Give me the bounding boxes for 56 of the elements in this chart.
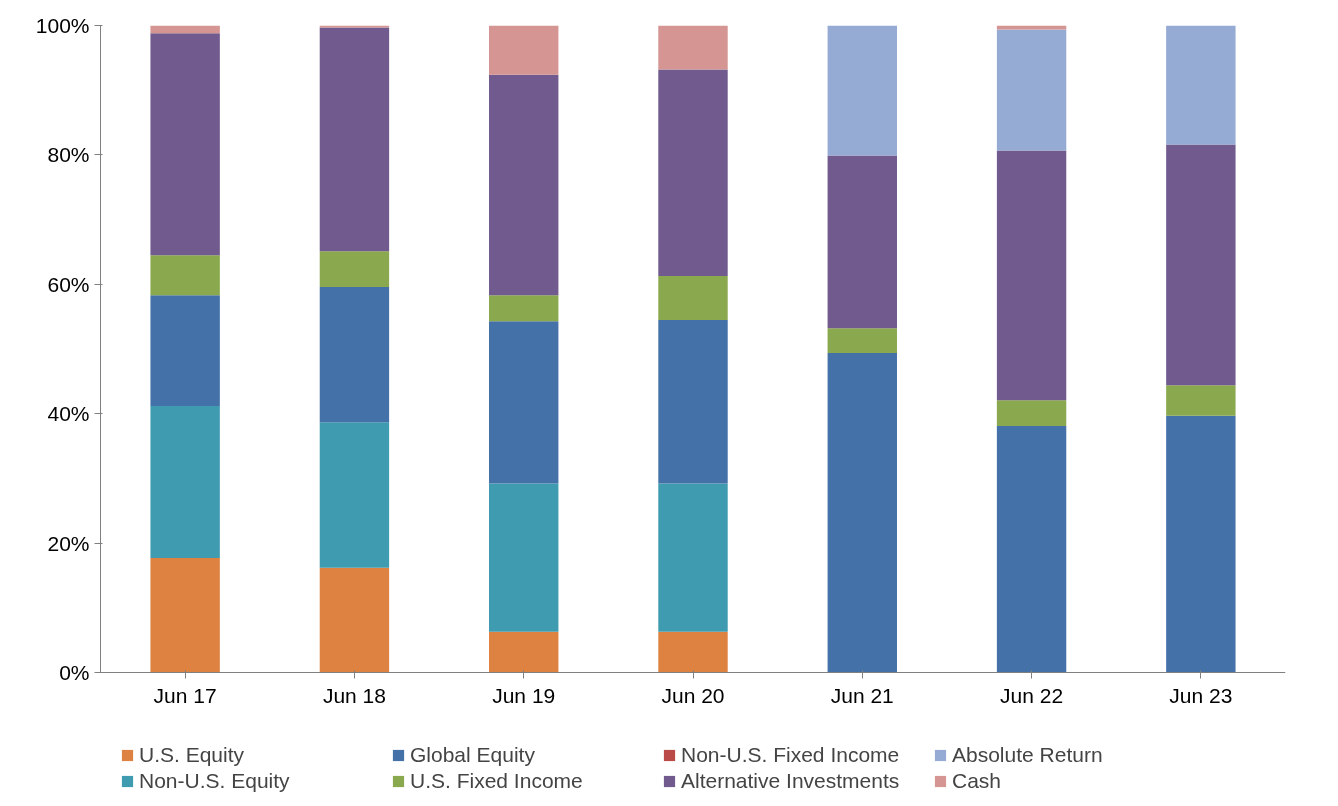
bar	[150, 295, 220, 406]
bar	[150, 255, 220, 296]
legend-label: Alternative Investments	[681, 769, 901, 793]
bar	[1166, 415, 1236, 673]
bar	[150, 405, 220, 559]
bar	[1166, 385, 1236, 416]
y-tick-label: 100%	[35, 14, 90, 37]
x-tick-label: Jun 21	[830, 683, 894, 707]
x-tick-label: Jun 17	[153, 683, 217, 707]
bar	[996, 29, 1067, 151]
bar	[489, 25, 559, 75]
bar	[996, 150, 1067, 401]
bar	[658, 275, 728, 320]
bar	[150, 33, 220, 256]
bar	[1166, 144, 1236, 386]
bar	[319, 422, 390, 568]
bar	[827, 328, 897, 353]
bar	[827, 25, 897, 156]
bar	[996, 400, 1067, 427]
bar	[827, 352, 897, 673]
legend-label: Absolute Return	[952, 743, 1104, 767]
bar	[996, 426, 1067, 673]
bar	[658, 25, 728, 70]
x-tick-label: Jun 18	[322, 683, 386, 707]
bar	[150, 25, 220, 34]
bar	[150, 558, 220, 673]
bar	[827, 155, 897, 329]
x-tick-label: Jun 20	[661, 683, 725, 707]
bar	[489, 483, 559, 632]
bar	[319, 27, 390, 252]
x-tick-label: Jun 19	[492, 683, 556, 707]
legend-label: Non-U.S. Equity	[139, 769, 291, 793]
legend-label: Cash	[952, 769, 1003, 793]
bar	[1166, 25, 1236, 145]
bar	[658, 483, 728, 632]
y-tick-label: 20%	[47, 531, 90, 555]
y-tick-label: 0%	[59, 661, 90, 685]
bar	[319, 251, 390, 287]
legend-label: Global Equity	[410, 743, 536, 767]
bar	[658, 69, 728, 276]
bar	[489, 295, 559, 322]
legend-label: U.S. Equity	[139, 743, 246, 767]
legend-label: U.S. Fixed Income	[410, 769, 584, 793]
bar	[319, 567, 390, 673]
bar	[489, 321, 559, 484]
x-tick-label: Jun 22	[1000, 683, 1064, 707]
bar	[658, 631, 728, 673]
y-tick-label: 80%	[47, 143, 90, 167]
bar	[489, 631, 559, 673]
bar	[489, 74, 559, 296]
bar	[319, 286, 390, 423]
x-tick-label: Jun 23	[1169, 683, 1233, 707]
y-tick-label: 60%	[47, 272, 90, 296]
y-tick-label: 40%	[47, 402, 90, 426]
bar	[658, 319, 728, 484]
legend-label: Non-U.S. Fixed Income	[681, 743, 901, 767]
